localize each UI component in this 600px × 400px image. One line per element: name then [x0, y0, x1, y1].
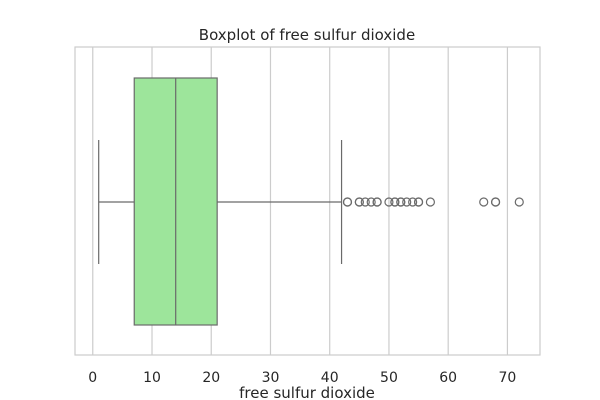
- outlier-point: [490, 197, 501, 207]
- outlier-point: [342, 197, 353, 207]
- outlier-point: [384, 197, 394, 207]
- x-tick-label: 60: [439, 370, 457, 386]
- outlier-point: [360, 197, 370, 207]
- outlier-point: [402, 197, 412, 207]
- outlier-point: [396, 197, 406, 207]
- x-tick-label: 40: [321, 370, 339, 386]
- box-element: [98, 77, 343, 326]
- x-tick-labels: 0 10 20 30 40 50 60 70: [88, 370, 516, 386]
- outlier-point: [413, 197, 424, 207]
- x-tick-label: 20: [202, 370, 220, 386]
- outlier-point: [408, 197, 418, 207]
- outlier-point: [479, 197, 489, 207]
- x-tick-label: 0: [88, 370, 97, 386]
- chart-title: Boxplot of free sulfur dioxide: [199, 26, 415, 44]
- outlier-point: [425, 197, 436, 207]
- x-tick-label: 70: [499, 370, 517, 386]
- outlier-point: [514, 197, 524, 207]
- x-tick-label: 30: [262, 370, 280, 386]
- outlier-point: [372, 197, 382, 207]
- plot-frame: [74, 46, 541, 356]
- x-tick-label: 10: [143, 370, 161, 386]
- outlier-points: [342, 197, 524, 207]
- outlier-point: [390, 197, 400, 207]
- outlier-point: [366, 197, 376, 207]
- x-axis-label: free sulfur dioxide: [239, 384, 375, 400]
- x-tick-label: 50: [380, 370, 398, 386]
- outlier-point: [354, 197, 364, 207]
